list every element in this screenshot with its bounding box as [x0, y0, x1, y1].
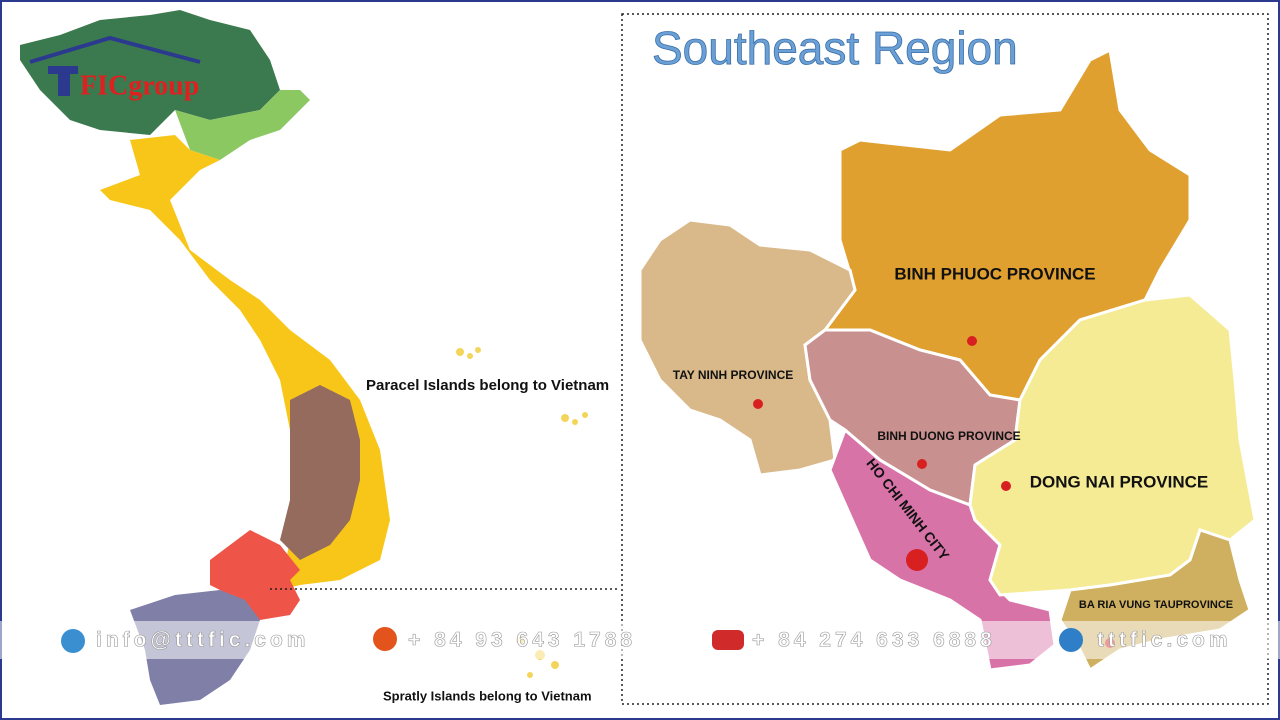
- annotation: Spratly Islands belong to Vietnam: [383, 688, 592, 703]
- phone-icon: [373, 627, 397, 651]
- contact-phone: + 84 93 643 1788: [408, 629, 636, 652]
- province-label: DONG NAI PROVINCE: [1030, 472, 1209, 491]
- provinces: BINH PHUOC PROVINCE TAY NINH PROVINCE BI…: [638, 47, 1257, 673]
- region-title: Southeast Region: [652, 22, 1018, 74]
- vietnam-map: [20, 10, 618, 705]
- north-region: [20, 10, 280, 135]
- contact-web: tttfic.com: [1097, 629, 1232, 652]
- contact-hotline: + 84 274 633 6888: [752, 629, 996, 652]
- region-box: [621, 13, 1269, 705]
- contact-email: info@tttfic.com: [96, 629, 309, 652]
- contacts: info@tttfic.com + 84 93 643 1788 + 84 27…: [61, 627, 1232, 653]
- hotline-icon: [712, 630, 744, 650]
- southeast-region: [210, 530, 300, 620]
- logo-text: FICgroup: [80, 70, 199, 101]
- email-icon: [61, 629, 85, 653]
- northeast-region: [175, 90, 310, 160]
- province-label: TAY NINH PROVINCE: [673, 368, 793, 382]
- province-label: BA RIA VUNG TAUPROVINCE: [1079, 599, 1233, 611]
- province-label: BINH DUONG PROVINCE: [877, 429, 1020, 443]
- province-label: BINH PHUOC PROVINCE: [894, 264, 1095, 283]
- logo: FICgroup: [29, 35, 201, 101]
- web-icon: [1059, 628, 1083, 652]
- annotation: Paracel Islands belong to Vietnam: [366, 377, 609, 394]
- highlands-region: [280, 385, 360, 560]
